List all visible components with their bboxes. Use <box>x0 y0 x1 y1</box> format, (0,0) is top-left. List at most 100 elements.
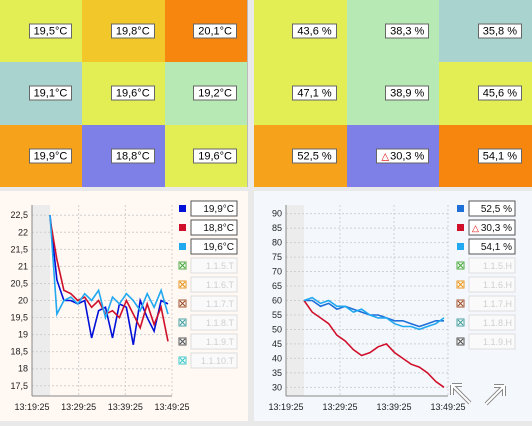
expand-arrows-icon[interactable] <box>480 380 510 410</box>
humidity-cell[interactable]: 38,9 % <box>346 62 440 125</box>
humidity-cell[interactable]: 35,8 % <box>439 0 532 63</box>
disabled-x-mark <box>457 319 464 326</box>
temperature-cell[interactable]: 19,8°C <box>82 0 165 63</box>
humidity-cell[interactable]: 45,6 % <box>439 62 532 125</box>
humidity-cell[interactable]: 38,3 % <box>346 0 440 63</box>
value-text: 38,9 % <box>390 87 425 100</box>
temperature-cell[interactable]: 18,8°C <box>82 124 165 187</box>
y-tick-label: 22 <box>18 227 28 237</box>
disabled-x-mark <box>179 338 186 345</box>
series-line <box>304 299 444 328</box>
legend-value-box <box>190 333 238 350</box>
temperature-cell[interactable]: 19,6°C <box>82 62 165 125</box>
legend-value-box <box>190 238 238 255</box>
x-tick-label: 13:29:25 <box>322 402 357 412</box>
value-box: 19,6°C <box>110 85 155 101</box>
y-tick-label: 75 <box>272 252 282 262</box>
temperature-chart[interactable]: 22,5 22 21,5 21 20,5 20 19,5 19 18,5 18 17,5 13:19:… <box>0 191 248 421</box>
y-tick-label: 45 <box>272 339 282 349</box>
value-text: 35,8 % <box>482 25 517 38</box>
humidity-grid: 43,6 % 38,3 % 35,8 % 47,1 % 38,9 % 45,6 % 52,5… <box>254 0 532 187</box>
value-box: 38,9 % <box>385 85 430 101</box>
disabled-legend-label: 1.1.9.H <box>483 337 512 347</box>
value-text: 19,9°C <box>33 150 68 163</box>
alarm-bell-icon: △ <box>381 151 390 163</box>
temperature-cell[interactable]: 19,2°C <box>164 62 247 125</box>
value-box: 47,1 % <box>292 85 337 101</box>
legend-value-box <box>190 314 238 331</box>
value-text: 19,2°C <box>198 87 232 100</box>
disabled-legend-label: 1.1.6.H <box>483 280 512 290</box>
value-text: 19,1°C <box>33 87 68 100</box>
shrink-arrows-icon[interactable] <box>448 381 476 409</box>
legend-value: 19,6°C <box>203 242 234 253</box>
legend-value-box <box>468 333 516 350</box>
y-tick-label: 80 <box>272 238 282 248</box>
legend-swatch <box>179 205 186 212</box>
disabled-legend-label: 1.1.7.T <box>206 299 235 309</box>
value-box: 45,6 % <box>477 85 522 101</box>
disabled-legend-label: 1.1.7.H <box>483 299 512 309</box>
y-tick-label: 70 <box>272 267 282 277</box>
disabled-legend-label: 1.1.8.T <box>206 318 235 328</box>
value-box: 43,6 % <box>292 23 337 39</box>
legend-value-box <box>468 295 516 312</box>
value-box: △30,3 % <box>376 148 430 164</box>
humidity-cell[interactable]: 52,5 % <box>254 124 347 187</box>
value-box: 19,6°C <box>193 148 237 164</box>
disabled-x-mark <box>179 300 186 307</box>
humidity-cell[interactable]: △30,3 % <box>346 124 440 187</box>
temperature-cell[interactable]: 19,6°C <box>164 124 247 187</box>
disabled-x-mark <box>179 319 186 326</box>
legend-value-box <box>190 276 238 293</box>
value-text: 19,8°C <box>115 25 150 38</box>
legend-swatch <box>457 224 464 231</box>
value-text: 52,5 % <box>297 150 332 163</box>
temperature-cell[interactable]: 20,1°C <box>164 0 247 63</box>
disabled-x-mark <box>457 281 464 288</box>
humidity-chart-panel: 90 85 80 75 70 65 60 55 50 45 40 35 30 13:19:25 13:29:… <box>254 191 532 421</box>
value-text: 20,1°C <box>198 25 232 38</box>
value-box: 19,9°C <box>28 148 73 164</box>
series-line <box>303 296 445 331</box>
value-text: 54,1 % <box>482 150 517 163</box>
humidity-cell[interactable]: 54,1 % <box>439 124 532 187</box>
legend-value-box <box>190 257 238 274</box>
series-line <box>49 215 169 345</box>
value-box: 19,1°C <box>28 85 73 101</box>
temperature-cell[interactable]: 19,9°C <box>0 124 83 187</box>
value-box: 20,1°C <box>193 23 237 39</box>
disabled-legend-label: 1.1.5.H <box>483 261 512 271</box>
x-tick-label: 13:49:25 <box>154 402 189 412</box>
humidity-chart[interactable]: 90 85 80 75 70 65 60 55 50 45 40 35 30 13:19:25 13:29:… <box>254 191 532 421</box>
legend-value: 30,3 % <box>481 223 512 234</box>
disabled-x-mark <box>179 281 186 288</box>
humidity-cell[interactable]: 43,6 % <box>254 0 347 63</box>
value-box: 19,8°C <box>110 23 155 39</box>
temperature-cell[interactable]: 19,5°C <box>0 0 83 63</box>
legend-swatch <box>179 243 186 250</box>
disabled-legend-label: 1.1.10.T <box>201 356 235 366</box>
value-box: 38,3 % <box>385 23 430 39</box>
series-line <box>303 300 445 388</box>
disabled-x-mark <box>457 338 464 345</box>
y-tick-label: 35 <box>272 368 282 378</box>
value-text: 18,8°C <box>115 150 150 163</box>
y-tick-label: 30 <box>272 382 282 392</box>
legend-value-box <box>468 200 516 217</box>
x-tick-label: 13:29:25 <box>61 402 96 412</box>
y-tick-label: 18 <box>18 364 28 374</box>
legend-swatch <box>457 205 464 212</box>
legend-value: 54,1 % <box>481 242 512 253</box>
series-line <box>49 218 169 342</box>
value-text: 19,6°C <box>198 150 232 163</box>
legend-swatch <box>457 243 464 250</box>
legend-swatch <box>179 224 186 231</box>
x-tick-label: 13:39:25 <box>376 402 411 412</box>
disabled-x-mark <box>457 262 464 269</box>
legend-value-box <box>468 276 516 293</box>
value-box: 35,8 % <box>477 23 522 39</box>
x-tick-label: 13:49:25 <box>430 402 465 412</box>
temperature-cell[interactable]: 19,1°C <box>0 62 83 125</box>
humidity-cell[interactable]: 47,1 % <box>254 62 347 125</box>
